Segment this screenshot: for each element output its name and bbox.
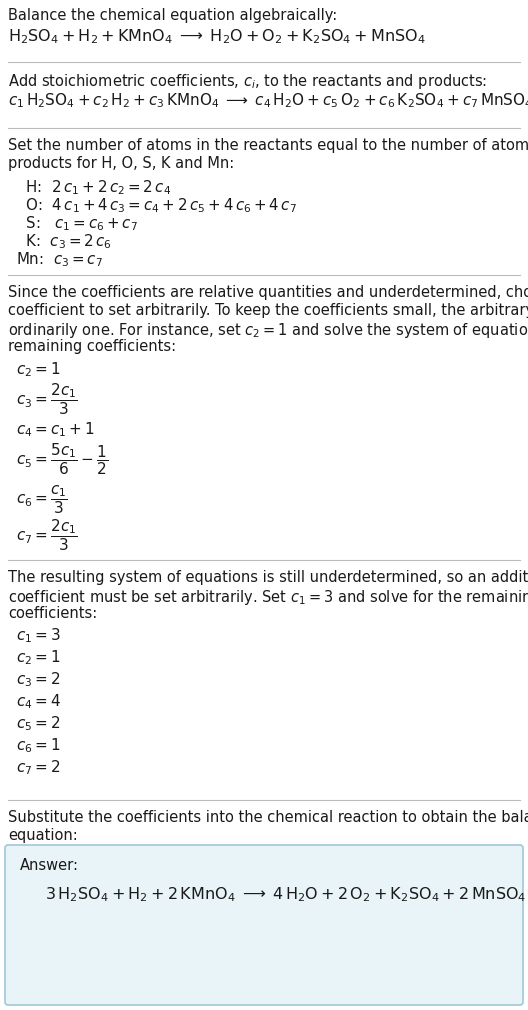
Text: coefficient must be set arbitrarily. Set $c_1 = 3$ and solve for the remaining: coefficient must be set arbitrarily. Set… bbox=[8, 588, 528, 607]
Text: $c_3 = 2$: $c_3 = 2$ bbox=[16, 670, 61, 689]
Text: products for H, O, S, K and Mn:: products for H, O, S, K and Mn: bbox=[8, 156, 234, 171]
Text: $c_7 = \dfrac{2c_1}{3}$: $c_7 = \dfrac{2c_1}{3}$ bbox=[16, 518, 78, 553]
Text: $3\,\mathregular{H_2SO_4} + \mathregular{H_2} + 2\,\mathregular{KMnO_4}$$\;{\lon: $3\,\mathregular{H_2SO_4} + \mathregular… bbox=[45, 885, 526, 904]
Text: $c_2 = 1$: $c_2 = 1$ bbox=[16, 648, 61, 667]
Text: $c_7 = 2$: $c_7 = 2$ bbox=[16, 758, 61, 777]
Text: Substitute the coefficients into the chemical reaction to obtain the balanced: Substitute the coefficients into the che… bbox=[8, 810, 528, 825]
Text: $c_6 = 1$: $c_6 = 1$ bbox=[16, 736, 61, 754]
Text: $c_5 = 2$: $c_5 = 2$ bbox=[16, 714, 61, 732]
Text: $c_1\,\mathregular{H_2SO_4} + c_2\,\mathregular{H_2} + c_3\,\mathregular{KMnO_4}: $c_1\,\mathregular{H_2SO_4} + c_2\,\math… bbox=[8, 91, 528, 110]
Text: S:   $c_1 = c_6 + c_7$: S: $c_1 = c_6 + c_7$ bbox=[16, 214, 138, 232]
Text: equation:: equation: bbox=[8, 828, 78, 843]
Text: Add stoichiometric coefficients, $c_i$, to the reactants and products:: Add stoichiometric coefficients, $c_i$, … bbox=[8, 72, 487, 91]
FancyBboxPatch shape bbox=[5, 845, 523, 1005]
Text: remaining coefficients:: remaining coefficients: bbox=[8, 339, 176, 353]
Text: $c_4 = 4$: $c_4 = 4$ bbox=[16, 692, 61, 711]
Text: Set the number of atoms in the reactants equal to the number of atoms in the: Set the number of atoms in the reactants… bbox=[8, 138, 528, 153]
Text: $c_4 = c_1 + 1$: $c_4 = c_1 + 1$ bbox=[16, 420, 95, 438]
Text: H:  $2\,c_1 + 2\,c_2 = 2\,c_4$: H: $2\,c_1 + 2\,c_2 = 2\,c_4$ bbox=[16, 178, 171, 197]
Text: $c_1 = 3$: $c_1 = 3$ bbox=[16, 626, 61, 644]
Text: K:  $c_3 = 2\,c_6$: K: $c_3 = 2\,c_6$ bbox=[16, 232, 112, 250]
Text: Answer:: Answer: bbox=[20, 858, 79, 873]
Text: $c_3 = \dfrac{2c_1}{3}$: $c_3 = \dfrac{2c_1}{3}$ bbox=[16, 382, 78, 417]
Text: O:  $4\,c_1 + 4\,c_3 = c_4 + 2\,c_5 + 4\,c_6 + 4\,c_7$: O: $4\,c_1 + 4\,c_3 = c_4 + 2\,c_5 + 4\,… bbox=[16, 196, 297, 215]
Text: $c_2 = 1$: $c_2 = 1$ bbox=[16, 360, 61, 379]
Text: Since the coefficients are relative quantities and underdetermined, choose a: Since the coefficients are relative quan… bbox=[8, 285, 528, 300]
Text: coefficients:: coefficients: bbox=[8, 606, 97, 621]
Text: $\mathregular{H_2SO_4} + \mathregular{H_2} + \mathregular{KMnO_4}$$\;{\longright: $\mathregular{H_2SO_4} + \mathregular{H_… bbox=[8, 27, 426, 45]
Text: $c_6 = \dfrac{c_1}{3}$: $c_6 = \dfrac{c_1}{3}$ bbox=[16, 484, 68, 516]
Text: The resulting system of equations is still underdetermined, so an additional: The resulting system of equations is sti… bbox=[8, 570, 528, 585]
Text: coefficient to set arbitrarily. To keep the coefficients small, the arbitrary va: coefficient to set arbitrarily. To keep … bbox=[8, 303, 528, 318]
Text: $c_5 = \dfrac{5c_1}{6} - \dfrac{1}{2}$: $c_5 = \dfrac{5c_1}{6} - \dfrac{1}{2}$ bbox=[16, 442, 108, 478]
Text: Mn:  $c_3 = c_7$: Mn: $c_3 = c_7$ bbox=[16, 250, 103, 269]
Text: ordinarily one. For instance, set $c_2 = 1$ and solve the system of equations fo: ordinarily one. For instance, set $c_2 =… bbox=[8, 321, 528, 340]
Text: Balance the chemical equation algebraically:: Balance the chemical equation algebraica… bbox=[8, 8, 337, 23]
